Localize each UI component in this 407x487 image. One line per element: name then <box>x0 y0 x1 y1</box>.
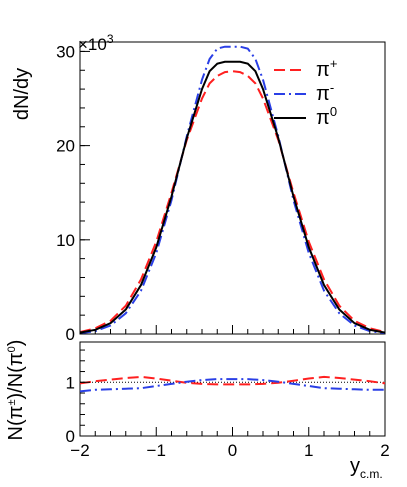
x-tick-label: 1 <box>304 441 313 460</box>
top-y-axis-title: dN/dy <box>11 68 33 120</box>
top-plot-frame <box>79 41 386 335</box>
top-panel: 0 10 20 30 ×103 dN/dy π+π-π0 <box>11 32 386 344</box>
legend-label-1: π- <box>316 80 334 105</box>
ratio-series-line-0 <box>79 375 386 386</box>
bottom-panel: 0 1 −2 −1 0 1 2 N(π±)/N(π0) yc.m. <box>5 340 390 481</box>
x-tick-label: 2 <box>380 441 389 460</box>
x-tick-label: −2 <box>70 441 89 460</box>
top-y-tick-label: 20 <box>56 137 75 156</box>
legend-label-2: π0 <box>316 104 337 129</box>
x-tick-label: −1 <box>147 441 166 460</box>
top-series-line-2 <box>79 60 386 334</box>
bottom-y-axis-title: N(π±)/N(π0) <box>5 340 27 441</box>
top-y-tick-label: 0 <box>66 325 75 344</box>
y-multiplier-label: ×103 <box>78 32 114 54</box>
top-series-line-1 <box>79 45 386 335</box>
ratio-series-line-1 <box>79 378 385 393</box>
bottom-y-tick-label: 0 <box>66 427 75 446</box>
x-axis-title: yc.m. <box>350 455 383 481</box>
x-tick-label: 0 <box>228 441 237 460</box>
bottom-y-tick-label: 1 <box>66 373 75 392</box>
legend: π+π-π0 <box>274 56 337 129</box>
top-y-tick-label: 30 <box>56 42 75 61</box>
top-y-tick-label: 10 <box>56 231 75 250</box>
top-series-line-0 <box>79 70 386 334</box>
legend-label-0: π+ <box>316 56 337 81</box>
